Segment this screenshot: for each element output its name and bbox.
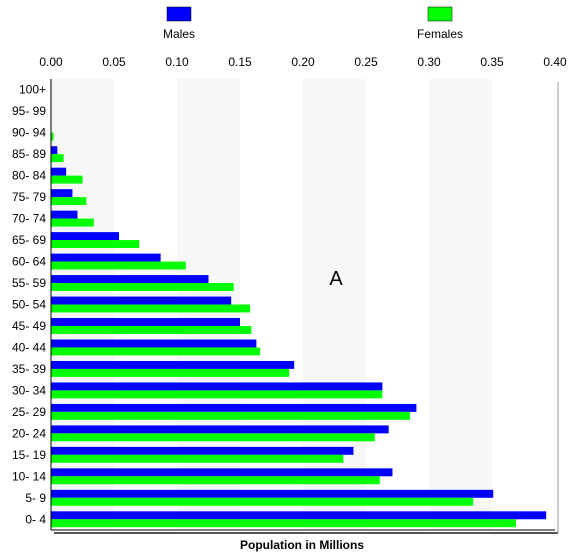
bar-males-0-4 bbox=[51, 511, 547, 520]
y-category-label: 80- 84 bbox=[12, 169, 46, 183]
y-category-label: 95- 99 bbox=[12, 104, 46, 118]
y-category-label: 60- 64 bbox=[12, 255, 46, 269]
bar-females-10-14 bbox=[51, 476, 380, 485]
y-category-label: 55- 59 bbox=[12, 276, 46, 290]
y-category-label: 100+ bbox=[19, 83, 46, 97]
bar-females-5-9 bbox=[51, 497, 474, 506]
y-category-label: 65- 69 bbox=[12, 233, 46, 247]
y-category-label: 20- 24 bbox=[12, 426, 46, 440]
legend-label-males: Males bbox=[163, 27, 195, 41]
x-tick-label: 0.20 bbox=[291, 55, 315, 69]
y-category-label: 15- 19 bbox=[12, 448, 46, 462]
annotation-a: A bbox=[329, 268, 343, 290]
bar-females-15-19 bbox=[51, 454, 344, 463]
bar-males-45-49 bbox=[51, 318, 240, 326]
bar-males-40-44 bbox=[51, 339, 257, 348]
y-category-label: 30- 34 bbox=[12, 383, 46, 397]
bar-males-30-34 bbox=[51, 382, 383, 391]
y-axis-categories: 100+ 95- 99 90- 94 85- 89 80- 84 75- 79 70- 74… bbox=[12, 83, 46, 527]
bars bbox=[51, 132, 547, 528]
bar-males-50-54 bbox=[51, 296, 232, 305]
legend-label-females: Females bbox=[417, 27, 463, 41]
bar-males-75-79 bbox=[51, 189, 73, 198]
bar-females-85-89 bbox=[51, 154, 64, 163]
bar-males-60-64 bbox=[51, 253, 161, 262]
x-tick-label: 0.00 bbox=[39, 55, 63, 69]
bar-males-55-59 bbox=[51, 275, 209, 284]
bar-males-65-69 bbox=[51, 232, 120, 241]
y-category-label: 45- 49 bbox=[12, 319, 46, 333]
bar-males-20-24 bbox=[51, 425, 389, 434]
bar-females-65-69 bbox=[51, 240, 140, 249]
bar-males-80-84 bbox=[51, 167, 67, 176]
bar-females-0-4 bbox=[51, 519, 516, 528]
bar-females-75-79 bbox=[51, 197, 87, 206]
legend-swatch-females bbox=[427, 6, 453, 22]
bar-females-20-24 bbox=[51, 433, 375, 442]
bar-females-70-74 bbox=[51, 218, 94, 227]
x-tick-label: 0.35 bbox=[480, 55, 504, 69]
grid-band bbox=[429, 79, 492, 530]
bar-males-35-39 bbox=[51, 360, 295, 369]
x-tick-label: 0.15 bbox=[228, 55, 252, 69]
bar-females-50-54 bbox=[51, 304, 251, 313]
y-category-label: 10- 14 bbox=[12, 469, 46, 483]
bar-females-45-49 bbox=[51, 325, 252, 334]
legend: Males Females bbox=[163, 6, 463, 41]
plot-frame bbox=[50, 79, 559, 534]
bar-females-40-44 bbox=[51, 347, 261, 356]
x-tick-label: 0.05 bbox=[102, 55, 126, 69]
bar-males-70-74 bbox=[51, 210, 78, 219]
bar-males-85-89 bbox=[51, 146, 58, 155]
bar-females-55-59 bbox=[51, 283, 234, 291]
y-category-label: 40- 44 bbox=[12, 340, 46, 354]
y-category-label: 75- 79 bbox=[12, 190, 46, 204]
legend-swatch-males bbox=[166, 6, 192, 22]
y-category-label: 35- 39 bbox=[12, 362, 46, 376]
bar-females-35-39 bbox=[51, 368, 290, 377]
y-category-label: 5- 9 bbox=[25, 491, 46, 505]
bar-males-15-19 bbox=[51, 446, 354, 455]
x-axis-ticks: 0.00 0.05 0.10 0.15 0.20 0.25 0.30 0.35 0.40 bbox=[39, 55, 567, 69]
x-tick-label: 0.30 bbox=[417, 55, 441, 69]
bar-females-60-64 bbox=[51, 261, 186, 270]
bar-females-90-94 bbox=[51, 132, 54, 141]
x-tick-label: 0.10 bbox=[165, 55, 189, 69]
bar-females-30-34 bbox=[51, 390, 383, 399]
y-category-label: 85- 89 bbox=[12, 147, 46, 161]
x-axis-label: Population in Millions bbox=[240, 538, 364, 552]
y-category-label: 90- 94 bbox=[12, 126, 46, 140]
y-category-label: 25- 29 bbox=[12, 405, 46, 419]
bar-females-80-84 bbox=[51, 175, 83, 184]
y-category-label: 0- 4 bbox=[25, 512, 46, 526]
bar-females-25-29 bbox=[51, 411, 411, 420]
y-category-label: 70- 74 bbox=[12, 212, 46, 226]
bar-males-5-9 bbox=[51, 489, 494, 498]
y-category-label: 50- 54 bbox=[12, 298, 46, 312]
x-tick-label: 0.40 bbox=[543, 55, 567, 69]
bar-males-10-14 bbox=[51, 468, 393, 477]
bar-males-25-29 bbox=[51, 403, 417, 412]
x-tick-label: 0.25 bbox=[354, 55, 378, 69]
